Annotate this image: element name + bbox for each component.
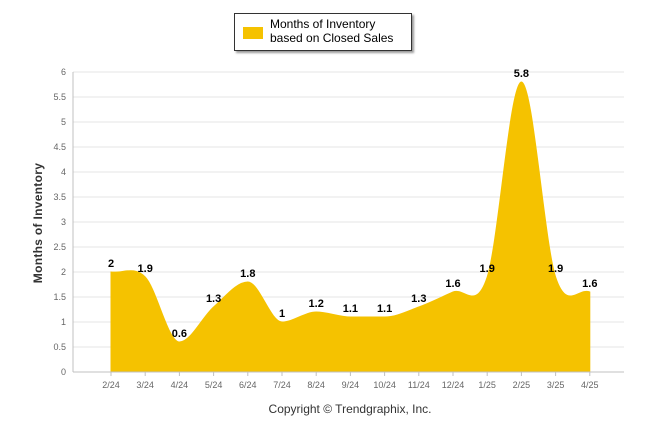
area-fill [110, 81, 591, 373]
y-tick-labels: 0 0.5 1 1.5 2 2.5 3 3.5 4 4.5 5 5.5 6 [53, 67, 66, 377]
x-tick-label: 1/25 [478, 380, 496, 390]
data-label: 1.9 [480, 263, 495, 275]
data-label: 1.8 [240, 268, 255, 280]
x-tick-label: 11/24 [408, 380, 430, 390]
data-label: 1.9 [138, 263, 153, 275]
x-tick-label: 7/24 [273, 380, 291, 390]
data-label: 0.6 [172, 328, 187, 340]
x-tick-labels: 2/24 3/24 4/24 5/24 6/24 7/24 8/24 9/24 10/24 11/… [102, 372, 599, 390]
y-tick-label: 6 [61, 67, 66, 77]
x-tick-label: 2/24 [102, 380, 120, 390]
legend: Months of Inventory based on Closed Sale… [234, 13, 412, 51]
y-tick-label: 5.5 [53, 92, 66, 102]
copyright-text: Copyright © Trendgraphix, Inc. [268, 402, 432, 416]
data-label: 1.2 [309, 298, 324, 310]
data-label: 2 [108, 258, 114, 270]
y-tick-label: 3 [61, 217, 66, 227]
y-tick-label: 1 [61, 317, 66, 327]
x-tick-label: 4/25 [581, 380, 599, 390]
x-tick-label: 3/25 [547, 380, 565, 390]
x-tick-label: 10/24 [373, 380, 396, 390]
data-label: 1.9 [548, 263, 563, 275]
data-label: 1.1 [377, 303, 392, 315]
x-tick-label: 2/25 [513, 380, 531, 390]
x-tick-label: 4/24 [171, 380, 189, 390]
y-tick-label: 0.5 [53, 342, 66, 352]
x-tick-label: 6/24 [239, 380, 257, 390]
data-label: 1 [279, 308, 285, 320]
data-label: 1.1 [343, 303, 358, 315]
y-tick-label: 1.5 [53, 292, 66, 302]
area-series [110, 81, 591, 373]
legend-swatch [243, 27, 263, 39]
data-labels: 2 1.9 0.6 1.3 1.8 1 1.2 1.1 1.1 1.3 1.6 1.9 5.8 1.9 1.… [108, 68, 598, 340]
y-tick-label: 0 [61, 367, 66, 377]
x-tick-label: 5/24 [205, 380, 223, 390]
y-tick-label: 2.5 [53, 242, 66, 252]
data-label: 1.3 [411, 293, 426, 305]
y-tick-label: 2 [61, 267, 66, 277]
y-tick-label: 4.5 [53, 142, 66, 152]
data-label: 1.6 [445, 278, 460, 290]
x-tick-label: 3/24 [136, 380, 154, 390]
x-tick-label: 9/24 [342, 380, 360, 390]
data-label: 5.8 [514, 68, 529, 80]
x-tick-label: 8/24 [307, 380, 325, 390]
y-axis-title: Months of Inventory [31, 162, 45, 284]
y-tick-label: 5 [61, 117, 66, 127]
data-label: 1.6 [582, 278, 597, 290]
y-tick-label: 3.5 [53, 192, 66, 202]
data-label: 1.3 [206, 293, 221, 305]
x-tick-label: 12/24 [442, 380, 465, 390]
legend-label: Months of Inventory based on Closed Sale… [270, 17, 394, 45]
axes [72, 72, 624, 373]
y-tick-label: 4 [61, 167, 66, 177]
